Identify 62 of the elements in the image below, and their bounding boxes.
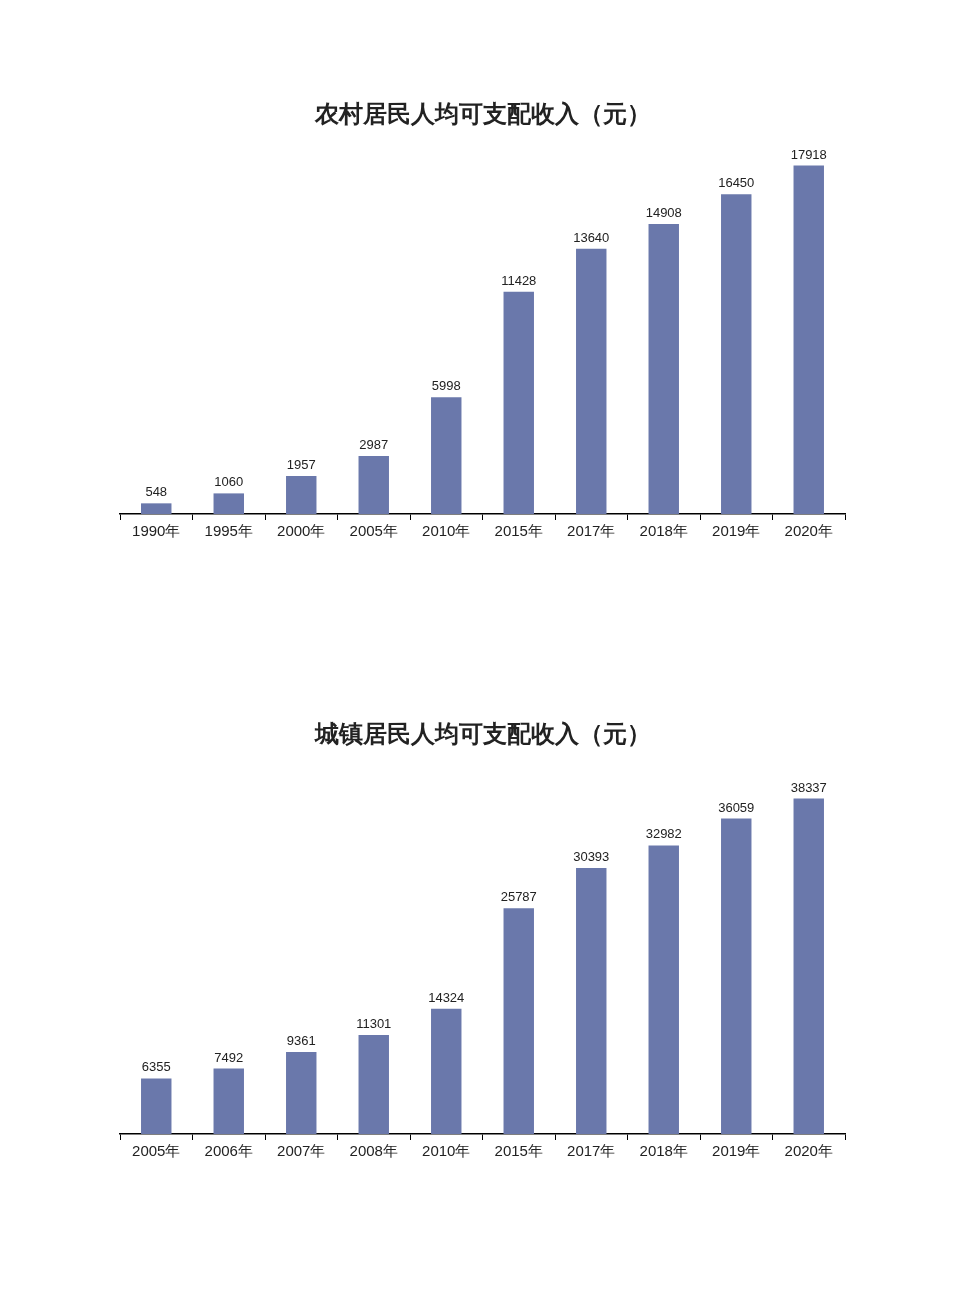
bar bbox=[648, 224, 679, 514]
x-tick-label: 1995年 bbox=[204, 522, 253, 540]
data-label: 25787 bbox=[500, 889, 537, 905]
x-tick-label: 2019年 bbox=[712, 522, 761, 540]
bar bbox=[721, 818, 752, 1134]
bar bbox=[576, 248, 607, 514]
data-label: 11428 bbox=[501, 272, 537, 288]
data-label: 14908 bbox=[645, 205, 682, 221]
bar bbox=[358, 455, 389, 514]
x-tick-label: 1990年 bbox=[132, 522, 181, 540]
x-tick-label: 2010年 bbox=[422, 1142, 471, 1160]
x-tick-label: 2017年 bbox=[567, 1142, 616, 1160]
x-tick-label: 2018年 bbox=[639, 1142, 688, 1160]
data-label: 548 bbox=[145, 484, 168, 500]
data-label: 1060 bbox=[214, 474, 244, 490]
data-label: 2987 bbox=[359, 437, 389, 452]
data-label: 30393 bbox=[573, 849, 610, 865]
bar bbox=[213, 493, 244, 514]
x-tick-label: 2020年 bbox=[784, 522, 833, 540]
bar bbox=[431, 397, 462, 514]
data-label: 32982 bbox=[645, 826, 682, 842]
x-tick-label: 2010年 bbox=[422, 522, 471, 540]
data-label: 6355 bbox=[141, 1059, 171, 1075]
x-tick-label: 2008年 bbox=[349, 1142, 398, 1160]
bar bbox=[431, 1008, 462, 1134]
bar bbox=[793, 798, 824, 1134]
x-tick-label: 2015年 bbox=[494, 522, 543, 540]
data-label: 16450 bbox=[718, 175, 755, 191]
bar bbox=[141, 503, 172, 514]
x-tick-label: 2019年 bbox=[712, 1142, 761, 1160]
x-tick-label: 2007年 bbox=[277, 1142, 326, 1160]
data-label: 17918 bbox=[790, 146, 827, 162]
data-label: 1957 bbox=[286, 457, 316, 473]
data-label: 7492 bbox=[214, 1049, 244, 1065]
data-label: 11301 bbox=[356, 1016, 392, 1032]
data-label: 38337 bbox=[790, 779, 827, 795]
bar bbox=[286, 475, 317, 514]
x-tick-label: 2018年 bbox=[639, 522, 688, 540]
x-tick-label: 2020年 bbox=[784, 1142, 833, 1160]
bar bbox=[793, 165, 824, 514]
chart-title: 农村居民人均可支配收入（元） bbox=[313, 98, 652, 130]
bar bbox=[503, 908, 534, 1134]
data-label: 14324 bbox=[428, 989, 465, 1005]
data-label: 13640 bbox=[573, 229, 610, 245]
data-label: 36059 bbox=[718, 799, 755, 815]
data-label: 9361 bbox=[286, 1033, 316, 1049]
bar bbox=[141, 1078, 172, 1134]
bar bbox=[721, 194, 752, 514]
bar bbox=[286, 1052, 317, 1134]
bar bbox=[503, 291, 534, 514]
bar bbox=[648, 845, 679, 1134]
bar bbox=[576, 868, 607, 1134]
bar bbox=[213, 1068, 244, 1134]
chart-title: 城镇居民人均可支配收入（元） bbox=[313, 718, 652, 750]
x-tick-label: 2015年 bbox=[494, 1142, 543, 1160]
x-tick-label: 2000年 bbox=[277, 522, 326, 540]
x-tick-label: 2005年 bbox=[132, 1142, 181, 1160]
bar bbox=[358, 1035, 389, 1134]
x-tick-label: 2005年 bbox=[349, 522, 398, 540]
x-tick-label: 2017年 bbox=[567, 522, 616, 540]
data-label: 5998 bbox=[431, 378, 461, 394]
x-tick-label: 2006年 bbox=[204, 1142, 253, 1160]
